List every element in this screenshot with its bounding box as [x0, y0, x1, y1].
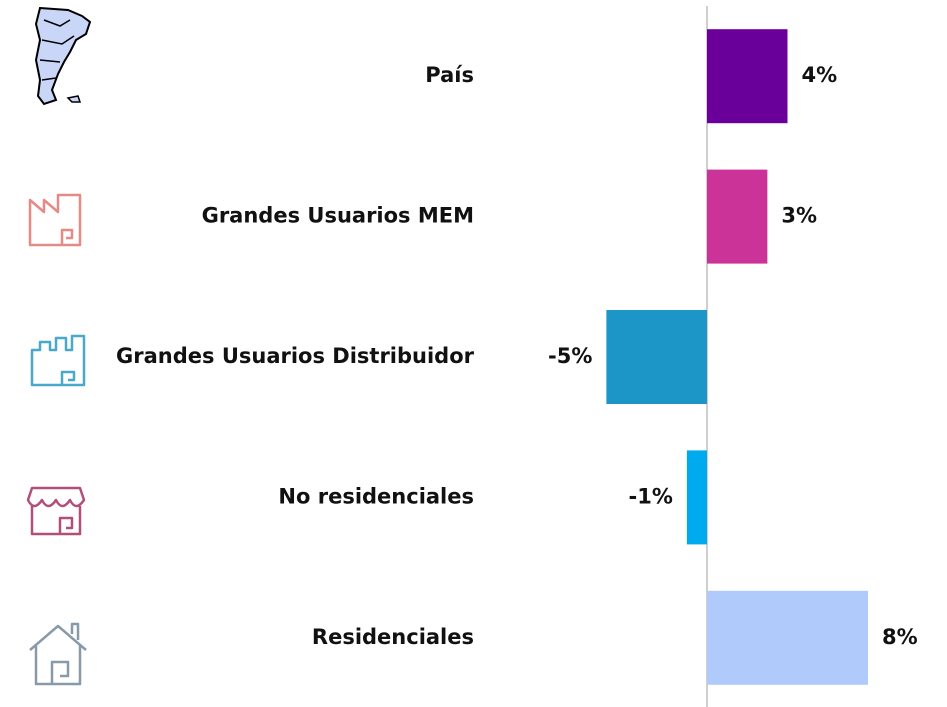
- store-icon: [26, 486, 86, 536]
- factory-icon: [28, 193, 82, 247]
- value-label: -5%: [548, 344, 592, 368]
- value-label: -1%: [629, 484, 673, 508]
- bar: [707, 590, 868, 685]
- bar: [606, 310, 707, 404]
- category-label: Residenciales: [312, 625, 474, 649]
- category-label: Grandes Usuarios Distribuidor: [116, 344, 475, 368]
- value-label: 4%: [802, 63, 838, 87]
- category-label: Grandes Usuarios MEM: [202, 204, 474, 228]
- category-label: No residenciales: [278, 484, 474, 508]
- bar: [707, 169, 768, 264]
- value-label: 8%: [882, 625, 918, 649]
- bar: [707, 29, 788, 124]
- category-label: País: [425, 63, 474, 87]
- bar: [686, 450, 707, 545]
- house-icon: [29, 622, 87, 686]
- buildings-icon: [30, 334, 86, 387]
- map-icon: [34, 6, 92, 106]
- value-label: 3%: [781, 204, 817, 228]
